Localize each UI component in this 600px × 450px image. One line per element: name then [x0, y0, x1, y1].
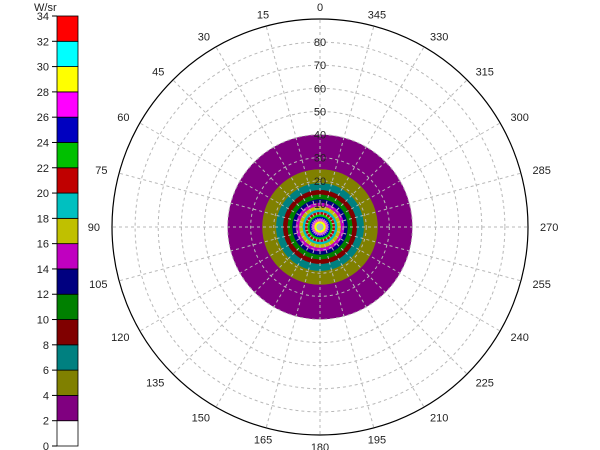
angular-grid-line [172, 226, 321, 375]
colorbar-bin [56, 268, 79, 295]
colorbar-bin [56, 167, 79, 194]
angular-grid-line [118, 226, 321, 282]
radial-grid-circle [134, 41, 506, 413]
radial-tick-label: 10 [314, 199, 326, 211]
colorbar-bin [56, 243, 79, 270]
radial-tick-label: 20 [314, 176, 326, 188]
angular-tick-label: 75 [95, 165, 107, 177]
colorbar-tick-label: 18 [37, 213, 49, 225]
radial-grid-circle [250, 157, 390, 297]
radial-grid-circle [296, 203, 344, 251]
colorbar-bin [56, 293, 79, 320]
angular-tick-label: 15 [257, 9, 269, 21]
angular-tick-label: 330 [430, 31, 448, 43]
angular-grid-line [215, 226, 321, 408]
angular-tick-label: 120 [111, 332, 129, 344]
colorbar-tick-label: 2 [43, 416, 49, 428]
colorbar-tick-label: 0 [43, 441, 49, 450]
angular-tick-label: 300 [511, 112, 529, 124]
angular-tick-label: 60 [117, 112, 129, 124]
angular-tick-label: 165 [254, 435, 272, 447]
radial-grid-circle [157, 64, 483, 390]
colorbar-tick-label: 32 [37, 36, 49, 48]
colorbar-bin [56, 15, 79, 42]
polar-labels: 10 20 30 40 50 60 70 80 0 15 30 45 60 75 90 105 120 135 15… [88, 2, 559, 450]
angular-grid-line [319, 46, 425, 228]
angular-grid-line [319, 79, 468, 228]
colorbar-bin [56, 369, 79, 396]
colorbar-tick-label: 34 [37, 11, 49, 23]
colorbar-title: W/sr [34, 2, 57, 14]
colorbar-tick-label: 14 [37, 264, 49, 276]
radial-tick-label: 60 [314, 83, 326, 95]
colorbar-tick-label: 10 [37, 315, 49, 327]
radial-grid-circle [273, 180, 367, 274]
angular-tick-label: 180 [311, 442, 329, 450]
colorbar-tick-label: 28 [37, 87, 49, 99]
angular-grid-line [319, 226, 425, 408]
angular-grid-line [319, 226, 468, 375]
angular-tick-label: 315 [476, 66, 494, 78]
angular-tick-label: 150 [192, 413, 210, 425]
colorbar-bin [56, 319, 79, 346]
colorbar-bin [56, 142, 79, 169]
colorbar-bin [56, 116, 79, 143]
colorbar-tick-label: 30 [37, 62, 49, 74]
colorbar-tick-label: 8 [43, 340, 49, 352]
angular-tick-label: 135 [146, 378, 164, 390]
angular-tick-label: 30 [198, 31, 210, 43]
angular-tick-label: 105 [89, 279, 107, 291]
polar-grid [111, 18, 529, 436]
colorbar-tick-label: 20 [37, 188, 49, 200]
angular-grid-line [319, 122, 501, 228]
colorbar-bin [56, 395, 79, 422]
angular-grid-line [319, 226, 375, 429]
radial-tick-label: 40 [314, 130, 326, 142]
colorbar-bin [56, 217, 79, 245]
radial-tick-label: 50 [314, 106, 326, 118]
colorbar-bin [56, 91, 79, 118]
angular-tick-label: 45 [152, 66, 164, 78]
angular-grid-line [319, 172, 522, 228]
colorbar-bin [56, 40, 79, 67]
colorbar-tick-label: 6 [43, 365, 49, 377]
angular-grid-line [319, 226, 501, 332]
radial-tick-label: 30 [314, 153, 326, 165]
angular-tick-label: 90 [88, 222, 100, 234]
angular-tick-label: 210 [430, 413, 448, 425]
outer-boundary [111, 18, 529, 436]
angular-tick-label: 0 [317, 2, 323, 14]
colorbar-bin [56, 66, 79, 93]
angular-tick-label: 240 [511, 332, 529, 344]
angular-grid-line [265, 25, 321, 228]
angular-tick-label: 195 [368, 435, 386, 447]
angular-grid-line [319, 226, 522, 282]
colorbar-tick-label: 16 [37, 239, 49, 251]
colorbar-tick-label: 26 [37, 112, 49, 124]
angular-tick-label: 225 [476, 378, 494, 390]
colorbar-bin [56, 344, 79, 371]
angular-grid-line [139, 226, 321, 332]
colorbar-tick-label: 12 [37, 289, 49, 301]
angular-grid-line [172, 79, 321, 228]
angular-tick-label: 285 [533, 165, 551, 177]
angular-grid-line [139, 122, 321, 228]
colorbar-bin [56, 192, 79, 219]
angular-tick-label: 255 [533, 279, 551, 291]
radial-tick-label: 80 [314, 37, 326, 49]
radial-tick-label: 70 [314, 60, 326, 72]
angular-tick-label: 270 [540, 222, 558, 234]
angular-grid-line [319, 25, 375, 228]
angular-grid-line [215, 46, 321, 228]
colorbar-tick-label: 24 [37, 137, 49, 149]
angular-grid-line [118, 172, 321, 228]
colorbar-tick-label: 4 [43, 390, 49, 402]
colorbar-bin [56, 420, 79, 447]
angular-grid-line [265, 226, 321, 429]
colorbar-tick-label: 22 [37, 163, 49, 175]
angular-tick-label: 345 [368, 9, 386, 21]
